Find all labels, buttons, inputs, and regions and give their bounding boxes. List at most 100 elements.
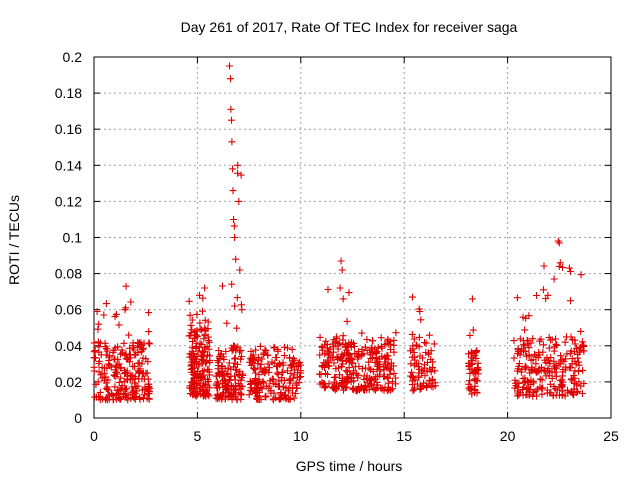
data-point bbox=[259, 378, 267, 385]
data-point bbox=[95, 393, 103, 401]
data-point bbox=[188, 365, 196, 372]
data-point bbox=[110, 372, 118, 380]
data-point bbox=[577, 271, 585, 279]
data-point bbox=[143, 394, 151, 402]
data-point bbox=[370, 376, 378, 383]
data-point bbox=[246, 381, 254, 388]
data-point bbox=[196, 382, 204, 390]
data-point bbox=[350, 369, 357, 377]
data-point bbox=[407, 360, 415, 368]
data-point bbox=[514, 349, 522, 357]
data-point bbox=[136, 365, 144, 373]
y-tick-label: 0.14 bbox=[55, 157, 82, 173]
data-point bbox=[468, 365, 476, 373]
data-point bbox=[354, 374, 362, 382]
data-point bbox=[228, 138, 236, 146]
data-point bbox=[196, 319, 204, 327]
data-point bbox=[510, 354, 518, 362]
data-point bbox=[202, 359, 210, 367]
data-point bbox=[273, 369, 281, 377]
data-point bbox=[231, 386, 239, 394]
data-point bbox=[146, 384, 154, 392]
data-point bbox=[386, 370, 394, 378]
data-point bbox=[193, 310, 201, 318]
data-point bbox=[188, 348, 196, 356]
data-point bbox=[203, 343, 211, 350]
data-point bbox=[374, 343, 382, 351]
data-point bbox=[192, 370, 200, 378]
data-point bbox=[289, 360, 297, 368]
data-point bbox=[129, 362, 137, 370]
data-point bbox=[556, 391, 563, 399]
data-point bbox=[424, 359, 431, 366]
data-point bbox=[234, 161, 242, 169]
data-point bbox=[526, 386, 534, 394]
data-point bbox=[137, 348, 145, 356]
data-point bbox=[224, 371, 232, 378]
data-point bbox=[229, 165, 237, 173]
data-point bbox=[415, 333, 423, 341]
data-point bbox=[99, 395, 107, 403]
data-point bbox=[575, 358, 583, 366]
data-point bbox=[412, 341, 420, 349]
data-point bbox=[574, 388, 582, 395]
data-point bbox=[228, 382, 235, 390]
data-point bbox=[530, 388, 538, 396]
data-point bbox=[377, 334, 385, 342]
data-point bbox=[568, 336, 576, 344]
data-point bbox=[409, 373, 417, 381]
data-point bbox=[130, 346, 138, 354]
data-point bbox=[113, 361, 121, 369]
data-point bbox=[190, 350, 197, 357]
data-point bbox=[187, 358, 195, 366]
data-point bbox=[380, 366, 388, 373]
x-tick-label: 10 bbox=[293, 428, 309, 444]
data-point bbox=[234, 343, 242, 351]
data-point bbox=[324, 286, 332, 293]
data-point bbox=[212, 380, 220, 388]
data-point bbox=[517, 347, 525, 355]
data-point bbox=[559, 263, 567, 271]
data-point bbox=[203, 387, 211, 395]
data-point bbox=[235, 389, 243, 397]
data-point bbox=[466, 369, 474, 377]
y-tick-label: 0.18 bbox=[55, 85, 82, 101]
data-point bbox=[329, 353, 337, 361]
data-point bbox=[363, 336, 371, 343]
x-tick-label: 5 bbox=[194, 428, 202, 444]
data-point bbox=[196, 291, 203, 299]
data-point bbox=[361, 343, 369, 351]
data-point bbox=[190, 353, 198, 361]
data-point bbox=[335, 364, 342, 372]
data-point bbox=[122, 282, 130, 290]
data-point bbox=[343, 317, 351, 325]
data-point bbox=[550, 275, 558, 283]
data-point bbox=[218, 367, 226, 375]
data-point bbox=[130, 393, 138, 401]
data-point bbox=[552, 372, 560, 380]
y-tick-label: 0.06 bbox=[55, 302, 82, 318]
data-point bbox=[134, 349, 142, 357]
data-point bbox=[112, 362, 120, 370]
data-point bbox=[100, 311, 108, 319]
data-point bbox=[124, 355, 132, 363]
data-point bbox=[121, 306, 129, 314]
data-point bbox=[565, 264, 573, 272]
data-point bbox=[524, 337, 532, 345]
data-point bbox=[186, 311, 194, 319]
data-point bbox=[408, 330, 416, 338]
data-point bbox=[100, 376, 108, 384]
data-point bbox=[90, 339, 98, 347]
data-point bbox=[522, 363, 530, 371]
data-point bbox=[339, 360, 347, 368]
data-point bbox=[221, 383, 229, 391]
data-point bbox=[219, 353, 227, 361]
data-point bbox=[201, 284, 209, 292]
data-point bbox=[566, 350, 574, 357]
data-point bbox=[517, 368, 525, 376]
data-point bbox=[558, 376, 566, 384]
data-point bbox=[218, 390, 226, 398]
data-point bbox=[368, 337, 376, 345]
data-point bbox=[343, 379, 351, 387]
data-point bbox=[521, 362, 529, 370]
